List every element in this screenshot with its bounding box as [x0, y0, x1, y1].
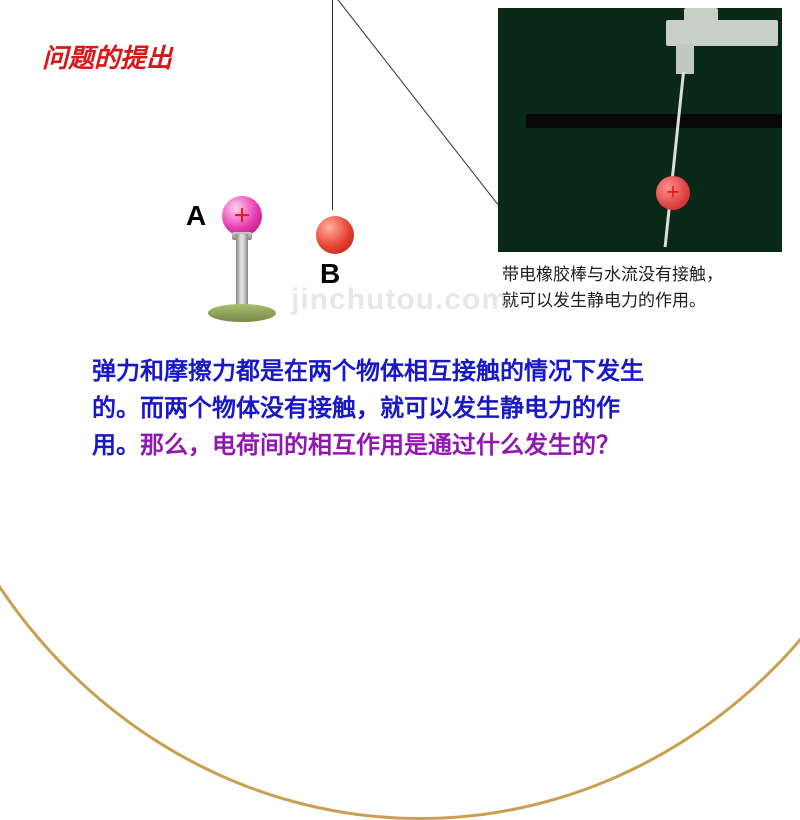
body-question: 那么，电荷间的相互作用是通过什么发生的？ — [140, 433, 620, 459]
label-a: A — [186, 200, 206, 232]
photo-charged-ball: + — [656, 176, 690, 210]
ball-b — [316, 216, 354, 254]
faucet-spout — [676, 44, 694, 74]
caption-line-1: 带电橡胶棒与水流没有接触， — [502, 265, 723, 284]
faucet-handle — [684, 8, 718, 22]
water-stream — [664, 72, 685, 247]
thread-vertical — [332, 0, 333, 210]
thread-angled — [336, 0, 498, 205]
stand-rod — [236, 234, 248, 310]
caption-line-2: 就可以发生静电力的作用。 — [502, 291, 706, 310]
label-b: B — [320, 258, 340, 290]
section-title: 问题的提出 — [42, 38, 172, 75]
body-paragraph: 弹力和摩擦力都是在两个物体相互接触的情况下发生的。而两个物体没有接触，就可以发生… — [92, 354, 652, 466]
stand-base — [208, 304, 276, 322]
photo-caption: 带电橡胶棒与水流没有接触， 就可以发生静电力的作用。 — [502, 262, 723, 313]
plus-icon: + — [666, 181, 680, 205]
experiment-photo: + — [498, 8, 782, 252]
rubber-rod — [526, 114, 782, 128]
faucet-body — [666, 20, 778, 46]
charged-ball-a: + — [222, 196, 262, 236]
plus-icon: + — [233, 201, 250, 231]
